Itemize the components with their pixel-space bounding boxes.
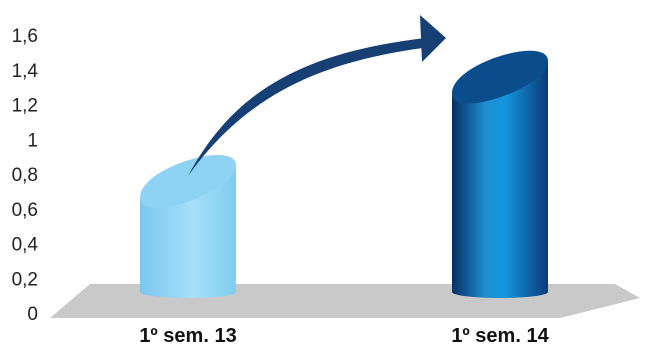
- bars: [140, 50, 548, 298]
- y-tick-label: 1,2: [12, 96, 38, 117]
- category-label: 1º sem. 14: [451, 325, 549, 347]
- category-label: 1º sem. 13: [139, 325, 236, 347]
- bar: [452, 50, 548, 298]
- y-tick-label: 1,4: [12, 61, 39, 82]
- bar-top: [452, 50, 548, 104]
- y-tick-label: 1: [27, 130, 38, 151]
- bar-top: [140, 155, 236, 208]
- y-axis: 0 0,2 0,4 0,6 0,8 1 1,2 1,4 1,6: [12, 26, 39, 325]
- x-axis: 1º sem. 13 1º sem. 14: [139, 325, 549, 347]
- growth-arrow-head: [420, 15, 446, 62]
- y-tick-label: 0,2: [12, 269, 38, 290]
- y-tick-label: 0,8: [12, 165, 38, 186]
- growth-arrow: [188, 38, 425, 176]
- y-tick-label: 0,4: [12, 235, 39, 256]
- bar-body: [452, 61, 548, 298]
- y-tick-label: 1,6: [12, 26, 38, 47]
- y-tick-label: 0: [27, 304, 38, 325]
- chart-floor: [50, 284, 640, 318]
- bar: [140, 155, 236, 298]
- y-tick-label: 0,6: [12, 200, 38, 221]
